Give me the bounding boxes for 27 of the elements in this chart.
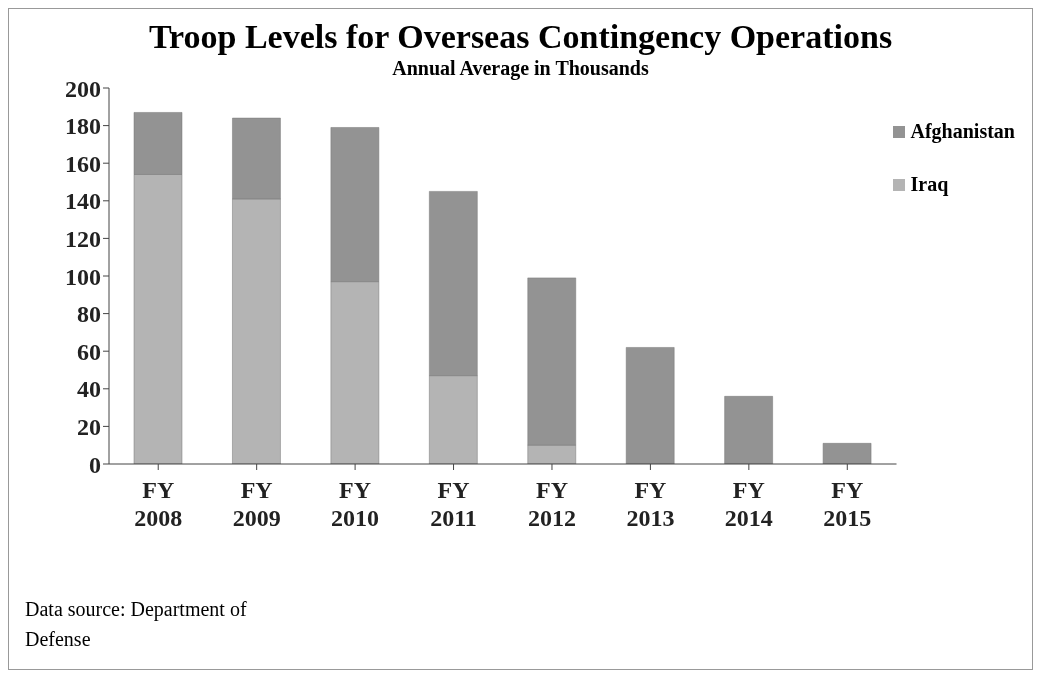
y-tick-label: 80 — [77, 301, 101, 328]
chart-subtitle: Annual Average in Thousands — [392, 57, 649, 79]
bar — [625, 347, 675, 464]
legend-label: Afghanistan — [910, 120, 1015, 143]
y-tick-label: 60 — [77, 338, 101, 365]
y-tick-label: 100 — [65, 263, 101, 290]
y-tick-label: 0 — [89, 451, 101, 478]
y-tick-label: 120 — [65, 225, 101, 252]
x-tick-label: FY 2011 — [430, 477, 477, 531]
y-tick-label: 180 — [65, 113, 101, 140]
y-tick-label: 40 — [77, 376, 101, 403]
x-tick-label: FY 2015 — [823, 477, 872, 531]
source-note: Data source: Department of Defense — [25, 597, 248, 652]
bar — [822, 443, 872, 464]
x-tick-label: FY 2014 — [724, 477, 773, 531]
x-tick-label: FY 2013 — [626, 477, 675, 531]
y-tick-label: 140 — [65, 188, 101, 215]
y-tick-label: 200 — [65, 75, 101, 102]
chart-title: Troop Levels for Overseas Contingency Operations — [148, 18, 893, 55]
x-tick-label: FY 2009 — [232, 477, 281, 531]
x-tick-label: FY 2008 — [134, 477, 183, 531]
x-tick-label: FY 2012 — [527, 477, 576, 531]
bar — [724, 396, 773, 464]
y-tick-label: 160 — [65, 150, 101, 177]
x-tick-label: FY 2010 — [331, 477, 380, 531]
y-tick-label: 20 — [77, 413, 101, 440]
legend-label: Iraq — [910, 173, 949, 196]
